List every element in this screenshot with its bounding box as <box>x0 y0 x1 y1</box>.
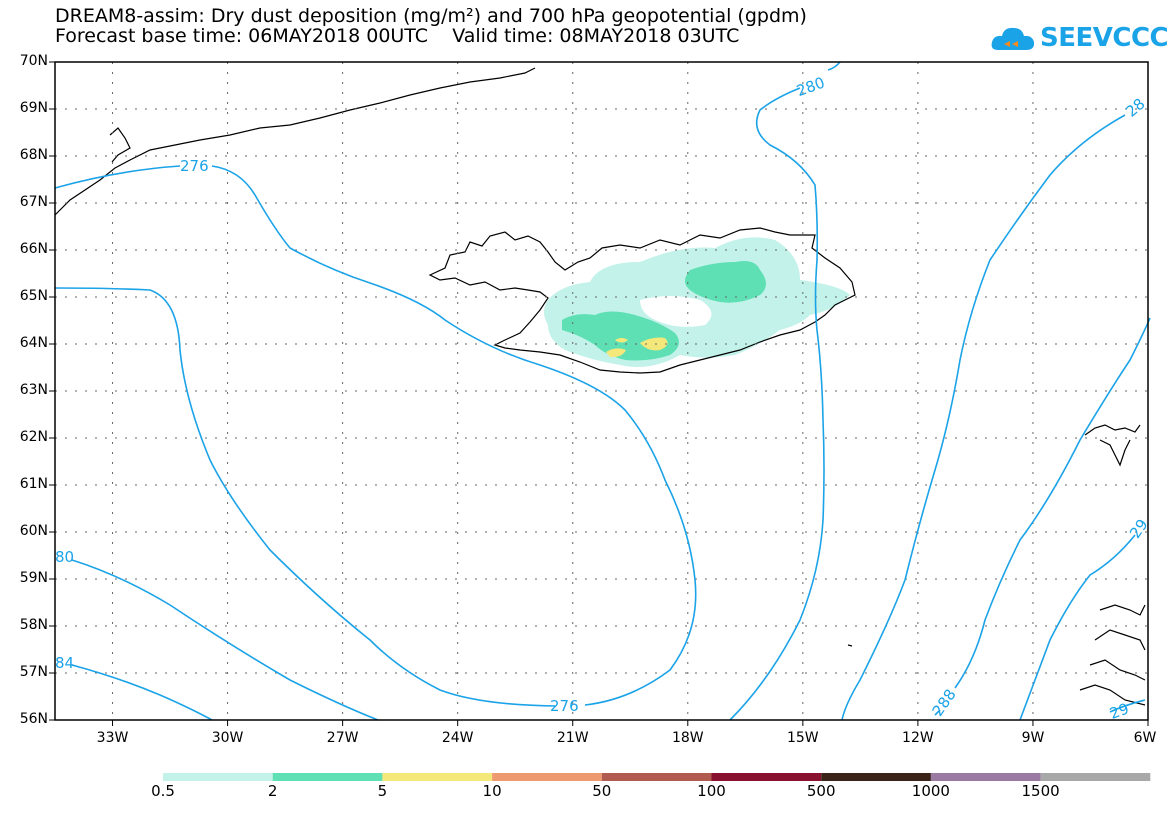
dust-deposition-layer <box>544 237 850 368</box>
colorbar-label: 500 <box>806 782 836 800</box>
lat-label: 63N <box>19 382 48 398</box>
contour-292 <box>1019 534 1136 721</box>
lat-label: 68N <box>19 147 48 163</box>
dust-area-gap <box>640 296 712 327</box>
lon-label: 6W <box>1133 730 1157 746</box>
colorbar-swatch <box>711 773 822 781</box>
lat-label: 60N <box>19 523 48 539</box>
contour-292-south <box>1109 699 1146 713</box>
contour-label: 80 <box>55 548 74 566</box>
colorbar <box>163 773 1151 781</box>
coastline-faroe <box>1084 424 1141 436</box>
dust-area-high-1 <box>640 337 668 351</box>
lon-label: 27W <box>326 730 359 746</box>
colorbar-swatch <box>930 773 1041 781</box>
lat-label: 67N <box>19 194 48 210</box>
colorbar-swatch <box>163 773 273 781</box>
contour-280-east <box>729 87 825 721</box>
lon-label: 24W <box>441 730 474 746</box>
colorbar-label: 10 <box>482 782 502 800</box>
contour-280-west <box>71 559 379 721</box>
dust-area-mid-east <box>685 261 766 303</box>
lat-label: 64N <box>19 335 48 351</box>
lat-label: 69N <box>19 100 48 116</box>
lon-label: 30W <box>211 730 244 746</box>
contour-284-west <box>71 664 213 721</box>
colorbar-label: 1000 <box>911 782 950 800</box>
lon-label: 9W <box>1021 730 1045 746</box>
contour-284-east <box>841 114 1126 721</box>
dust-area-high-2 <box>606 348 626 358</box>
lon-label: 33W <box>96 730 129 746</box>
contour-label: 276 <box>550 697 579 715</box>
colorbar-label: 1500 <box>1021 782 1060 800</box>
lon-label: 15W <box>786 730 819 746</box>
contour-label: 288 <box>929 686 960 720</box>
colorbar-label: 2 <box>267 782 278 800</box>
tick-layer <box>49 61 1149 726</box>
colorbar-swatch <box>272 773 383 781</box>
colorbar-label: 5 <box>377 782 388 800</box>
contour-label: 280 <box>794 73 827 100</box>
lat-label: 70N <box>19 53 48 69</box>
contour-label: 276 <box>180 157 209 175</box>
map-title: DREAM8-assim: Dry dust deposition (mg/m²… <box>55 5 807 27</box>
colorbar-label: 0.5 <box>151 782 175 800</box>
logo-text: SEEVCCC <box>1040 23 1169 53</box>
contour-288 <box>934 317 1151 716</box>
lon-label: 21W <box>556 730 589 746</box>
colorbar-label: 50 <box>592 782 612 800</box>
lat-label: 57N <box>19 664 48 680</box>
lat-label: 58N <box>19 617 48 633</box>
lon-label: 18W <box>671 730 704 746</box>
coastline-iceland <box>428 227 856 374</box>
map-subtitle: Forecast base time: 06MAY2018 00UTC Vali… <box>55 25 740 47</box>
contour-276-north <box>54 165 697 707</box>
lat-label: 66N <box>19 241 48 257</box>
coastline-layer <box>54 67 1146 706</box>
lat-label: 56N <box>19 711 48 727</box>
colorbar-swatch <box>601 773 712 781</box>
colorbar-swatch <box>492 773 602 781</box>
lat-label: 65N <box>19 288 48 304</box>
lat-label: 61N <box>19 476 48 492</box>
coastline-faroe-2 <box>1099 439 1131 467</box>
coastline-scotland <box>1079 604 1146 706</box>
colorbar-swatch <box>382 773 493 781</box>
lat-label: 59N <box>19 570 48 586</box>
contour-label-layer: 276 280 28 276 80 84 288 29 29 <box>55 73 1152 722</box>
geopotential-contours <box>54 61 1151 721</box>
contour-label: 28 <box>1122 95 1148 121</box>
contour-label: 84 <box>55 654 74 672</box>
contour-280-top <box>827 61 841 71</box>
coastline-rockall <box>847 644 853 647</box>
colorbar-swatch <box>1040 773 1151 781</box>
lon-label: 12W <box>902 730 934 746</box>
lat-label: 62N <box>19 429 48 445</box>
dust-area-high-3 <box>615 338 628 343</box>
cloud-icon <box>991 27 1035 50</box>
colorbar-swatch <box>821 773 931 781</box>
colorbar-label: 100 <box>697 782 726 800</box>
contour-label: 29 <box>1107 699 1131 722</box>
